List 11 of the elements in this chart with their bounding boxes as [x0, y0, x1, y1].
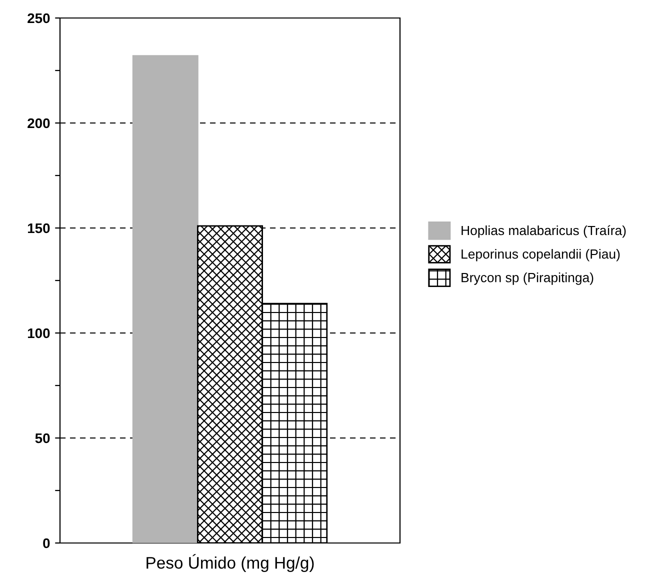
y-tick-label: 50 [35, 433, 50, 444]
legend-label: Hoplias malabaricus (Traíra) [462, 225, 626, 238]
legend-label: Brycon sp (Pirapitinga) [462, 272, 594, 285]
y-tick-label: 200 [28, 118, 50, 128]
x-tick-label: Peso Úmido (mg Hg/g) [146, 554, 314, 572]
y-tick-label: 0 [43, 538, 50, 548]
bar [132, 55, 198, 543]
legend-label: Leporinus copelandii (Piau) [462, 249, 620, 262]
y-tick-label: 100 [28, 328, 50, 338]
y-tick-label: 250 [28, 13, 50, 24]
y-tick-label: 150 [28, 223, 50, 234]
